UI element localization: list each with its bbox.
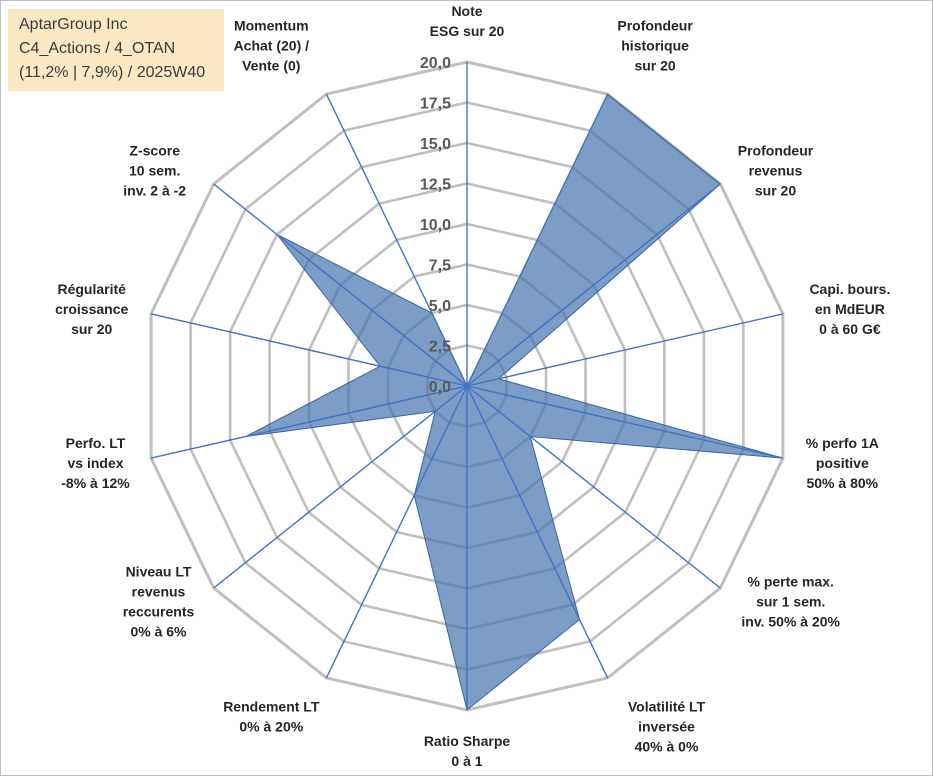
axis-spoke [150, 385, 468, 459]
data-area [245, 93, 784, 711]
axis-label-line: croissance [55, 301, 128, 317]
axis-label: Capi. bours. en MdEUR 0 à 60 G€ [809, 281, 890, 337]
axis-label: Profondeur historique sur 20 [617, 17, 693, 73]
axis-label-line: sur 20 [71, 321, 112, 337]
axis-label: Ratio Sharpe 0 à 1 [424, 733, 511, 769]
axis-label-line: inv. 50% à 20% [741, 614, 840, 630]
axis-label-line: historique [621, 37, 689, 53]
axis-label-line: inversée [638, 719, 695, 735]
axis-label: Momentum Achat (20) / Vente (0) [234, 17, 310, 73]
axis-label: % perte max. sur 1 sem. inv. 50% à 20% [741, 574, 840, 630]
axis-spoke [466, 313, 784, 387]
axis-label-line: Capi. bours. [809, 281, 890, 297]
axis-label-line: reccurents [123, 604, 195, 620]
axis-label-line: inv. 2 à -2 [123, 182, 186, 198]
info-category: C4_Actions / 4_OTAN [19, 40, 176, 57]
tick-label: 20,0 [420, 55, 451, 72]
axis-label-line: Momentum [234, 17, 309, 33]
axis-label-line: -8% à 12% [61, 475, 130, 491]
axis-label-line: 10 sem. [129, 162, 180, 178]
axis-label-line: Régularité [57, 281, 126, 297]
axis-spoke [466, 385, 609, 679]
axis-label-line: Note [451, 3, 482, 19]
axis-label-line: revenus [749, 162, 803, 178]
axis-label-line: Achat (20) / [234, 37, 310, 53]
axis-label: Rendement LT 0% à 20% [223, 699, 320, 735]
axis-spoke [213, 183, 468, 387]
axis-label-line: % perfo 1A [806, 435, 879, 451]
tick-label: 0,0 [429, 379, 451, 396]
axis-label-line: Ratio Sharpe [424, 733, 511, 749]
axis-label: Note ESG sur 20 [430, 3, 505, 39]
tick-label: 12,5 [420, 177, 451, 194]
axis-label-line: Volatilité LT [628, 699, 706, 715]
tick-label: 7,5 [429, 258, 451, 275]
axis-label-line: ESG sur 20 [430, 23, 505, 39]
axis-spoke [466, 385, 784, 459]
axis-label-line: Profondeur [738, 142, 814, 158]
axis-label-line: sur 20 [634, 57, 675, 73]
axis-label: Profondeur revenus sur 20 [738, 142, 814, 198]
axis-label-line: Niveau LT [126, 564, 192, 580]
axis-label-line: 0 à 1 [451, 753, 482, 769]
axis-label-line: sur 20 [755, 182, 796, 198]
tick-label: 17,5 [420, 96, 451, 113]
axis-label-line: % perte max. [748, 574, 834, 590]
info-company: AptarGroup Inc [19, 16, 128, 33]
axis-spoke [466, 93, 609, 387]
axis-label-line: Profondeur [617, 17, 693, 33]
axis-label-line: 50% à 80% [806, 475, 878, 491]
axis-spoke [213, 385, 468, 589]
axis-label-line: revenus [132, 584, 186, 600]
axis-label-line: 0% à 6% [130, 624, 187, 640]
axis-label-line: 0% à 20% [239, 719, 303, 735]
axis-label-line: 0 à 60 G€ [819, 321, 881, 337]
axis-label-line: Perfo. LT [66, 435, 126, 451]
axis-label: % perfo 1A positive 50% à 80% [806, 435, 879, 491]
axis-label: Z-score 10 sem. inv. 2 à -2 [123, 142, 186, 198]
axis-label-line: 40% à 0% [635, 739, 699, 755]
axis-spoke [150, 313, 468, 387]
axis-label: Volatilité LT inversée 40% à 0% [628, 699, 706, 755]
axis-label: Niveau LT revenus reccurents 0% à 6% [123, 564, 195, 640]
tick-label: 2,5 [429, 339, 451, 356]
axis-label-line: en MdEUR [815, 301, 885, 317]
axis-spoke [325, 93, 468, 387]
axis-label: Régularité croissance sur 20 [55, 281, 128, 337]
axis-label-line: positive [816, 455, 869, 471]
tick-label: 10,0 [420, 217, 451, 234]
axis-label-line: Vente (0) [242, 57, 300, 73]
axis-label-line: vs index [67, 455, 123, 471]
axis-label: Perfo. LT vs index -8% à 12% [61, 435, 130, 491]
tick-label: 5,0 [429, 298, 451, 315]
axis-label-line: Rendement LT [223, 699, 320, 715]
axis-spoke [325, 385, 468, 679]
axis-label-line: sur 1 sem. [756, 594, 825, 610]
axis-spoke [466, 183, 721, 387]
tick-label: 15,0 [420, 136, 451, 153]
info-box: AptarGroup Inc C4_Actions / 4_OTAN (11,2… [8, 9, 224, 91]
axis-label-line: Z-score [129, 142, 180, 158]
info-period: (11,2% | 7,9%) / 2025W40 [19, 64, 206, 81]
axis-spoke [466, 385, 721, 589]
